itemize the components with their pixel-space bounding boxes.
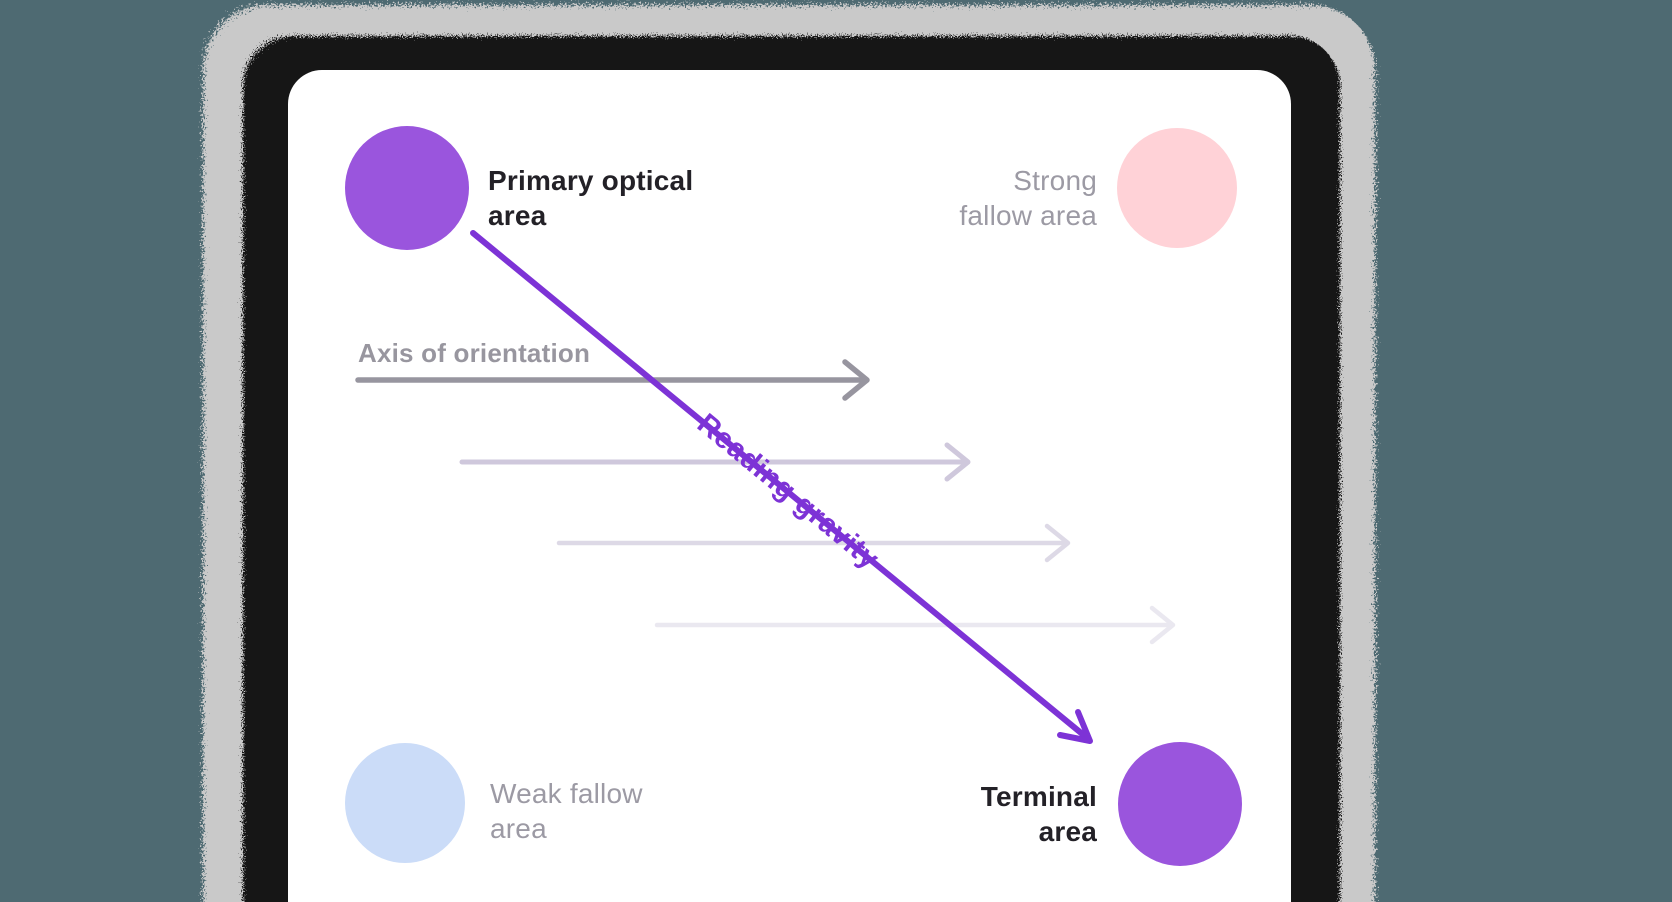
weak-fallow-label: Weak fallow area: [490, 776, 643, 846]
label-line: fallow area: [959, 200, 1097, 231]
content-card: [288, 70, 1291, 902]
label-line: area: [490, 813, 547, 844]
arrow-head-icon: [944, 442, 971, 482]
label-line: area: [1038, 816, 1097, 847]
arrow-head-icon: [1057, 709, 1093, 744]
axis-arrow-2: [459, 442, 971, 482]
arrow-head-icon: [1044, 523, 1071, 563]
primary-optical-label: Primary optical area: [488, 163, 693, 233]
weak-fallow-circle: [345, 743, 465, 863]
axis-of-orientation-label: Axis of orientation: [358, 338, 591, 368]
label-line: area: [488, 200, 547, 231]
terminal-area-label: Terminal area: [981, 779, 1097, 849]
label-line: Strong: [1013, 165, 1097, 196]
arrow-shaft: [470, 230, 1089, 740]
label-line: Primary optical: [488, 165, 694, 196]
axis-arrow-4: [654, 605, 1176, 645]
axis-arrow-1: [355, 359, 870, 401]
reading-gravity-arrow: [470, 230, 1093, 744]
label-line: Terminal: [980, 781, 1097, 812]
label-line: Weak fallow: [490, 778, 643, 809]
arrow-head-icon: [1149, 605, 1176, 645]
primary-optical-circle: [345, 126, 469, 250]
axis-arrow-3: [556, 523, 1071, 563]
terminal-circle: [1118, 742, 1242, 866]
strong-fallow-label: Strong fallow area: [959, 163, 1097, 233]
strong-fallow-circle: [1117, 128, 1237, 248]
arrow-head-icon: [842, 359, 870, 401]
